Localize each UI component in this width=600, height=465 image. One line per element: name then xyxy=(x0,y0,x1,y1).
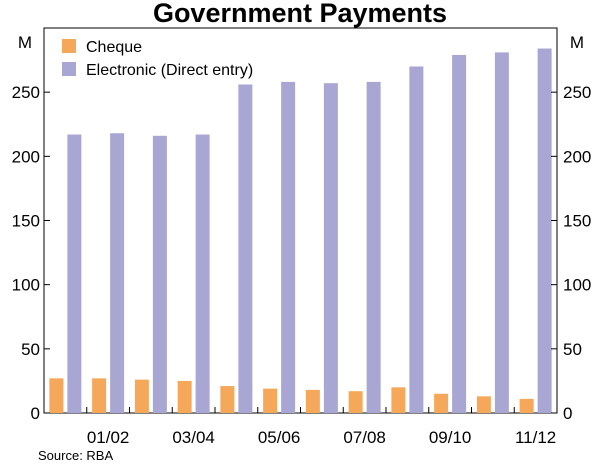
y-tick-label-left-4: 200 xyxy=(12,147,40,166)
bar-cheque-8 xyxy=(391,387,406,413)
bars-group xyxy=(49,48,552,414)
y-tick-label-left-2: 100 xyxy=(12,276,40,295)
bar-electronic-6 xyxy=(323,83,338,413)
legend: Cheque Electronic (Direct entry) xyxy=(62,39,253,79)
source-note: Source: RBA xyxy=(38,448,113,463)
bar-electronic-2 xyxy=(152,135,167,414)
y-tick-label-left-1: 50 xyxy=(21,340,40,359)
y-tick-label-right-2: 100 xyxy=(563,276,591,295)
x-tick-label-9: 09/10 xyxy=(429,428,472,447)
legend-label-cheque: Cheque xyxy=(86,39,142,56)
bar-cheque-1 xyxy=(92,378,107,413)
bar-cheque-11 xyxy=(519,398,534,413)
x-tick-label-1: 01/02 xyxy=(87,428,130,447)
y-tick-label-right-0: 0 xyxy=(563,404,572,423)
bar-electronic-7 xyxy=(366,81,381,414)
bar-cheque-5 xyxy=(263,388,278,413)
bar-cheque-2 xyxy=(134,379,149,413)
y-ticks-group: 0 0 50 50 100 100 150 150 200 200 250 250 xyxy=(12,83,592,423)
bar-electronic-11 xyxy=(537,48,552,414)
chart-title: Government Payments xyxy=(153,0,447,28)
x-tick-label-11: 11/12 xyxy=(515,428,556,447)
bar-cheque-3 xyxy=(177,380,192,413)
x-tick-label-3: 03/04 xyxy=(172,428,215,447)
bar-cheque-10 xyxy=(476,396,491,413)
bar-electronic-8 xyxy=(409,66,424,413)
y-tick-label-right-1: 50 xyxy=(563,340,582,359)
y-unit-right: M xyxy=(570,33,584,52)
legend-swatch-electronic xyxy=(62,62,76,76)
x-tick-label-5: 05/06 xyxy=(258,428,301,447)
legend-label-electronic: Electronic (Direct entry) xyxy=(86,62,253,79)
bar-cheque-7 xyxy=(348,391,363,413)
y-tick-label-left-0: 0 xyxy=(31,404,40,423)
x-tick-label-7: 07/08 xyxy=(343,428,386,447)
bar-electronic-5 xyxy=(281,81,296,414)
bar-electronic-9 xyxy=(452,54,467,413)
y-tick-label-right-3: 150 xyxy=(563,212,591,231)
bar-cheque-9 xyxy=(434,393,449,413)
y-tick-label-left-3: 150 xyxy=(12,212,40,231)
bar-cheque-4 xyxy=(220,386,235,413)
y-tick-label-right-4: 200 xyxy=(563,147,591,166)
bar-electronic-10 xyxy=(494,52,509,414)
bar-cheque-6 xyxy=(305,389,320,413)
bar-electronic-0 xyxy=(67,134,82,413)
bar-cheque-0 xyxy=(49,378,64,413)
bar-electronic-3 xyxy=(195,134,210,413)
legend-swatch-cheque xyxy=(62,39,76,53)
x-ticks-group: 01/02 03/04 05/06 07/08 09/10 11/12 xyxy=(43,407,558,447)
y-tick-label-left-5: 250 xyxy=(12,83,40,102)
bar-electronic-4 xyxy=(238,84,253,413)
bar-electronic-1 xyxy=(110,133,125,413)
y-tick-label-right-5: 250 xyxy=(563,83,591,102)
y-unit-left: M xyxy=(18,33,32,52)
